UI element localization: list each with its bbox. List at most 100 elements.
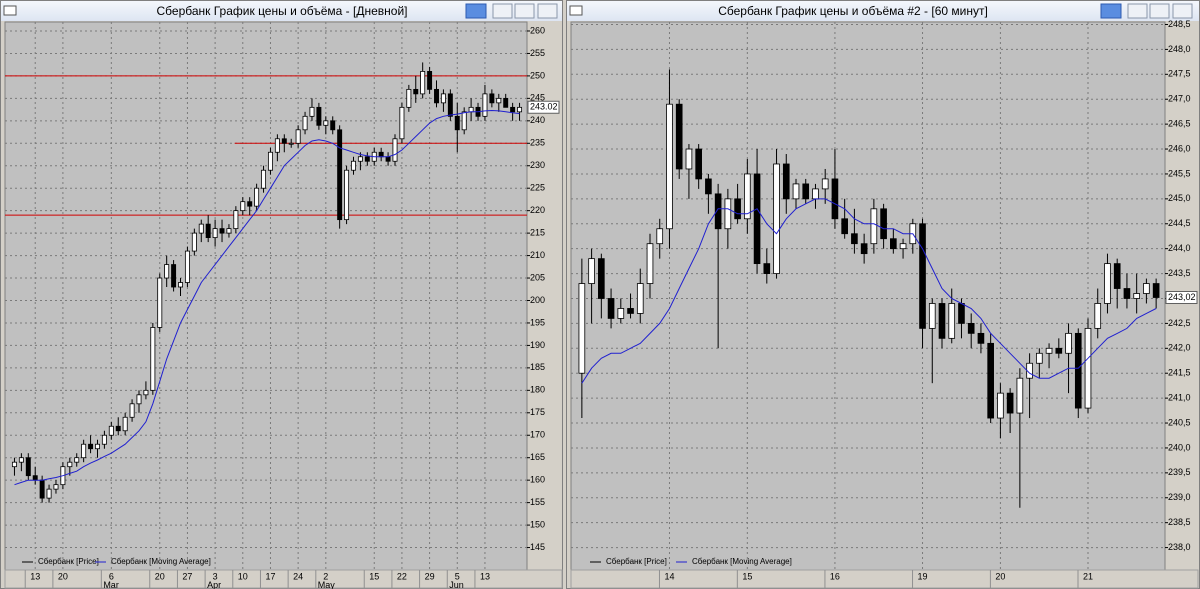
x-tick-label: 6 bbox=[109, 571, 114, 581]
x-tick-label: 20 bbox=[58, 571, 68, 581]
candle-body bbox=[316, 106, 322, 126]
x-tick-label: 2 bbox=[323, 571, 328, 581]
candle-body bbox=[406, 88, 412, 108]
candle-body bbox=[150, 327, 156, 391]
candle-body bbox=[25, 457, 31, 477]
title-bar bbox=[567, 1, 1199, 21]
y-tick-label: 247,0 bbox=[1168, 94, 1191, 104]
candle-body bbox=[1045, 347, 1053, 354]
y-tick-label: 210 bbox=[530, 250, 545, 260]
y-tick-label: 240,0 bbox=[1168, 442, 1191, 452]
candle-body bbox=[18, 457, 24, 463]
candle-body bbox=[656, 228, 664, 245]
candle-body bbox=[1016, 377, 1024, 414]
legend-label: Сбербанк [Moving Average] bbox=[692, 557, 792, 566]
candle-body bbox=[987, 342, 994, 419]
y-tick-label: 195 bbox=[530, 317, 545, 327]
candle-body bbox=[899, 243, 907, 250]
minimize-button[interactable] bbox=[492, 3, 513, 19]
candle-body bbox=[841, 218, 848, 235]
x-tick-label: 22 bbox=[397, 571, 407, 581]
candle-body bbox=[288, 142, 294, 145]
y-tick-label: 250 bbox=[530, 70, 545, 80]
x-tick-label: 16 bbox=[830, 571, 840, 581]
y-tick-label: 160 bbox=[530, 475, 545, 485]
candle-body bbox=[233, 210, 239, 230]
candle-body bbox=[46, 488, 52, 499]
candle-body bbox=[482, 93, 488, 117]
candle-body bbox=[919, 223, 926, 329]
candle-body bbox=[95, 443, 100, 450]
candle-body bbox=[427, 71, 433, 90]
candle-body bbox=[302, 115, 308, 131]
candle-body bbox=[309, 106, 315, 117]
close-button[interactable] bbox=[537, 3, 558, 19]
y-tick-label: 245,5 bbox=[1168, 168, 1191, 178]
y-tick-label: 155 bbox=[530, 497, 545, 507]
window-title: Сбербанк График цены и объёма #2 - [60 м… bbox=[718, 4, 988, 18]
window-icon bbox=[569, 5, 583, 16]
candle-body bbox=[675, 103, 683, 170]
maximize-button[interactable] bbox=[514, 3, 535, 19]
minimize-button[interactable] bbox=[1127, 3, 1148, 19]
candle-body bbox=[763, 263, 771, 274]
candle-body bbox=[81, 443, 87, 459]
month-label: May bbox=[318, 580, 336, 589]
candle-body bbox=[143, 389, 149, 396]
x-tick-label: 15 bbox=[369, 571, 379, 581]
candle-body bbox=[53, 484, 59, 490]
candle-body bbox=[617, 308, 625, 319]
candle-body bbox=[295, 129, 301, 144]
candle-body bbox=[1152, 283, 1160, 298]
link-button[interactable] bbox=[465, 3, 487, 19]
candle-body bbox=[136, 394, 142, 405]
y-tick-label: 235 bbox=[530, 138, 545, 148]
y-tick-label: 248,5 bbox=[1168, 19, 1191, 29]
y-tick-label: 241,5 bbox=[1168, 368, 1191, 378]
month-label: Mar bbox=[103, 580, 119, 589]
y-tick-label: 190 bbox=[530, 340, 545, 350]
maximize-button[interactable] bbox=[1149, 3, 1170, 19]
y-tick-label: 185 bbox=[530, 362, 545, 372]
candle-body bbox=[578, 283, 586, 374]
y-tick-label: 145 bbox=[530, 542, 545, 552]
x-tick-label: 17 bbox=[265, 571, 275, 581]
y-tick-label: 244,5 bbox=[1168, 218, 1191, 228]
x-tick-label: 27 bbox=[182, 571, 192, 581]
candle-body bbox=[240, 201, 246, 212]
x-tick-label: 3 bbox=[213, 571, 218, 581]
candle-body bbox=[247, 201, 253, 207]
y-tick-label: 200 bbox=[530, 295, 545, 305]
candle-body bbox=[598, 258, 605, 299]
x-tick-label: 29 bbox=[425, 571, 435, 581]
y-tick-label: 165 bbox=[530, 452, 545, 462]
candle-body bbox=[399, 106, 405, 140]
link-button[interactable] bbox=[1100, 3, 1122, 19]
legend-label: Сбербанк [Price] bbox=[38, 557, 99, 566]
candle-body bbox=[802, 183, 810, 200]
candle-body bbox=[744, 173, 751, 220]
candle-body bbox=[1084, 327, 1092, 409]
candle-body bbox=[588, 258, 595, 284]
candle-body bbox=[851, 233, 858, 245]
y-tick-label: 238,5 bbox=[1168, 517, 1191, 527]
month-label: Jun bbox=[449, 580, 464, 589]
x-tick-label: 13 bbox=[480, 571, 490, 581]
legend-label: Сбербанк [Moving Average] bbox=[111, 557, 211, 566]
candle-body bbox=[1074, 332, 1082, 409]
plot-area bbox=[4, 21, 528, 571]
candle-body bbox=[753, 173, 761, 265]
candle-body bbox=[831, 178, 839, 220]
candle-body bbox=[198, 223, 204, 234]
candle-body bbox=[1094, 303, 1102, 329]
candle-body bbox=[646, 243, 654, 284]
close-button[interactable] bbox=[1172, 3, 1193, 19]
y-tick-label: 215 bbox=[530, 227, 545, 237]
candle-body bbox=[101, 434, 107, 445]
y-tick-label: 240 bbox=[530, 115, 545, 125]
candle-body bbox=[1123, 288, 1131, 299]
month-label: Apr bbox=[207, 580, 221, 589]
x-tick-label: 20 bbox=[155, 571, 165, 581]
candle-body bbox=[517, 106, 523, 113]
candle-body bbox=[792, 183, 800, 200]
